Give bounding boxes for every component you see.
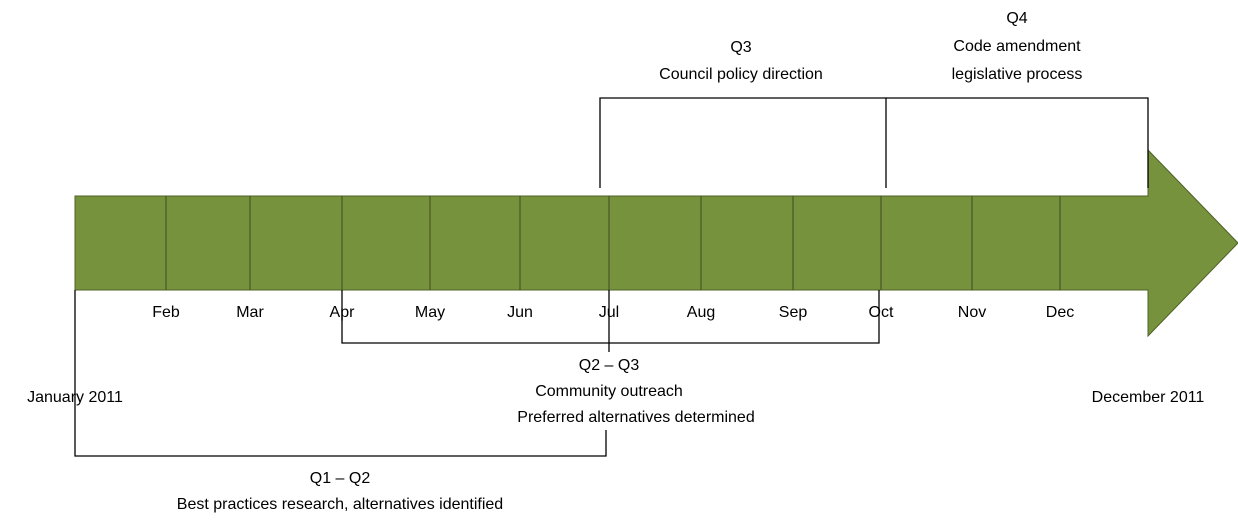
phase-period: Q2 – Q3 (579, 357, 640, 374)
start-label: January 2011 (27, 389, 123, 406)
month-label: May (415, 304, 445, 321)
month-dividers (165, 196, 1061, 290)
month-label: Oct (869, 304, 894, 321)
q4-bracket (886, 97, 1149, 188)
phase-description: Code amendment (953, 38, 1081, 55)
phase-description: Preferred alternatives determined (517, 409, 754, 426)
month-label: Nov (958, 304, 986, 321)
phase-period: Q1 – Q2 (310, 470, 371, 487)
month-label: Mar (236, 304, 264, 321)
month-label: Aug (687, 304, 715, 321)
phase-description: Community outreach (535, 383, 683, 400)
phase-description: Best practices research, alternatives id… (177, 496, 503, 513)
month-label: Dec (1046, 304, 1074, 321)
phase-description: legislative process (952, 66, 1083, 83)
month-label: Sep (779, 304, 808, 321)
phase-description: Council policy direction (659, 66, 823, 83)
month-labels: Feb Mar Apr May Jun Jul Aug Sep Oct Nov Dec (152, 304, 1074, 321)
end-label: December 2011 (1092, 389, 1205, 406)
phase-period: Q4 (1006, 10, 1027, 27)
q2-q3-bracket (341, 290, 880, 344)
timeline-arrow (74, 148, 1238, 338)
q1-q2-bracket (74, 290, 607, 457)
q3-bracket (599, 97, 887, 188)
month-label: Feb (152, 304, 180, 321)
month-label: Jun (507, 304, 533, 321)
phase-period: Q3 (730, 39, 751, 56)
